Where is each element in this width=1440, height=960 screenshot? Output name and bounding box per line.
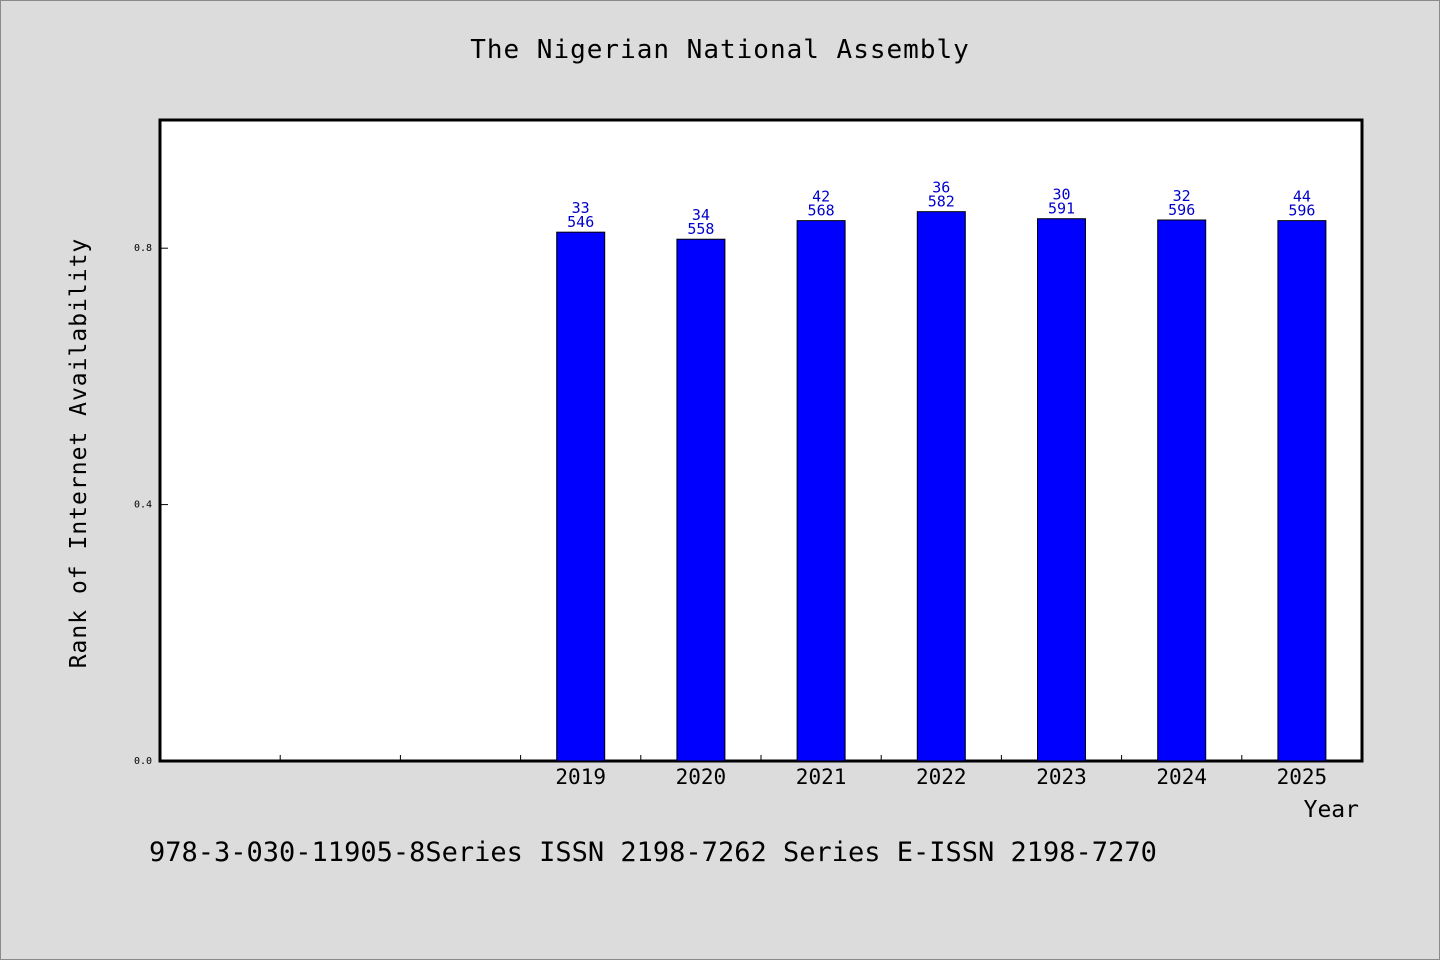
y-tick-label: 0.8 — [134, 243, 152, 254]
bar-label-top: 33 — [572, 199, 590, 217]
bar — [1037, 218, 1086, 762]
bar-label-top: 42 — [812, 188, 830, 206]
footer-text: 978-3-030-11905-8Series ISSN 2198-7262 S… — [149, 837, 1157, 868]
bar — [676, 238, 726, 762]
bar-label-top: 36 — [932, 179, 950, 197]
bar-label-bottom: 596 — [1168, 201, 1195, 219]
chart-title: The Nigerian National Assembly — [470, 35, 970, 65]
x-tick-label: 2019 — [555, 765, 606, 789]
bar-label-bottom: 596 — [1288, 202, 1315, 220]
bar — [556, 231, 606, 762]
bar — [1157, 219, 1207, 762]
y-tick-label: 0.0 — [134, 756, 152, 767]
bar-label-bottom: 546 — [567, 213, 594, 231]
bar — [796, 220, 846, 762]
bar-label-top: 32 — [1173, 187, 1191, 205]
bar-label-bottom: 582 — [928, 193, 955, 211]
bar — [916, 211, 966, 762]
x-tick-label: 2021 — [796, 765, 847, 789]
x-tick-label: 2022 — [916, 765, 967, 789]
bar-label-top: 44 — [1293, 188, 1311, 206]
x-tick-label: 2020 — [676, 765, 727, 789]
bar-label-top: 30 — [1052, 186, 1070, 204]
x-axis-title: Year — [1303, 797, 1359, 823]
y-tick-label: 0.4 — [134, 500, 152, 511]
x-tick-label: 2025 — [1277, 765, 1328, 789]
bar-label-bottom: 591 — [1048, 200, 1075, 218]
bar-label-bottom: 558 — [687, 220, 714, 238]
x-tick-label: 2023 — [1036, 765, 1087, 789]
bar-label-bottom: 568 — [808, 202, 835, 220]
bar — [1277, 220, 1327, 762]
bar-label-top: 34 — [692, 206, 710, 224]
x-tick-label: 2024 — [1156, 765, 1207, 789]
